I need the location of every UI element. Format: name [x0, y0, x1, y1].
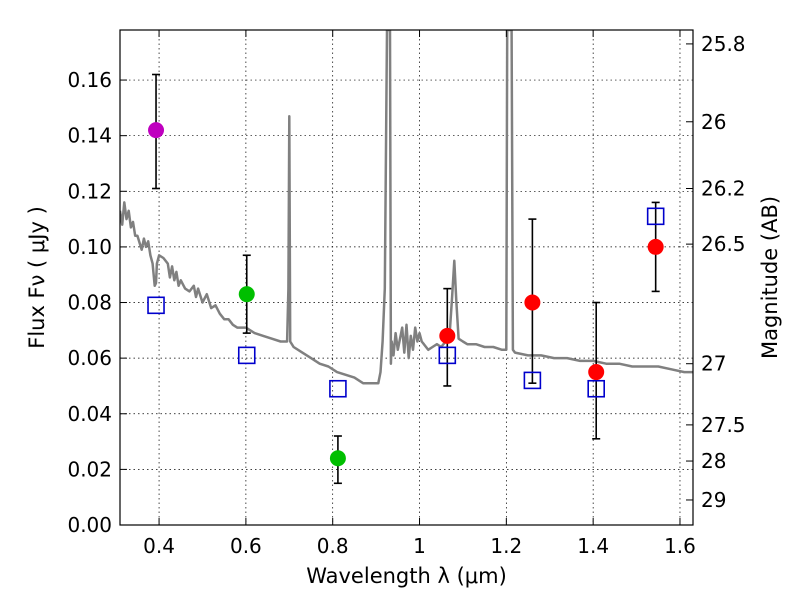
- model-spectrum-line: [120, 30, 693, 385]
- y-tick-label: 0.02: [67, 457, 112, 481]
- mag-tick-label: 25.8: [701, 32, 746, 56]
- grid-lines: [120, 30, 693, 526]
- y-tick-label: 0.14: [67, 124, 112, 148]
- right-y-axis-label: Magnitude (AB): [758, 196, 782, 359]
- y-tick-label: 0.06: [67, 346, 112, 370]
- axis-ticks: 0.4 0.6 0.8 1 1.2 1.4 1.6 0.00 0.02 0.04 0.06 0.08 0…: [67, 30, 746, 558]
- x-axis-label: Wavelength λ (μm): [306, 564, 507, 588]
- observed-flux-point: [647, 238, 664, 255]
- spectrum-layer: [120, 30, 693, 385]
- x-tick-label: 1.2: [490, 534, 522, 558]
- plot-frame: [119, 29, 694, 526]
- model-photometry-square: [646, 207, 665, 226]
- observed-flux-point: [329, 450, 346, 467]
- model-photometry-square: [523, 371, 542, 390]
- x-tick-label: 1: [413, 534, 426, 558]
- model-photometry-square: [438, 346, 457, 365]
- mag-tick-label: 26: [701, 110, 726, 134]
- mag-tick-label: 28: [701, 449, 726, 473]
- mag-tick-label: 26.2: [701, 177, 746, 201]
- y-tick-label: 0.08: [67, 291, 112, 315]
- y-tick-label: 0.00: [67, 513, 112, 537]
- mag-tick-label: 29: [701, 488, 726, 512]
- observed-flux-point: [238, 286, 255, 303]
- x-tick-label: 0.4: [143, 534, 175, 558]
- model-photometry-square: [237, 346, 256, 365]
- y-axis-label: Flux Fν ( μJy ): [25, 206, 49, 349]
- y-tick-label: 0.16: [67, 68, 112, 92]
- x-tick-label: 0.8: [317, 534, 349, 558]
- mag-tick-label: 27: [701, 352, 726, 376]
- x-tick-label: 0.6: [230, 534, 262, 558]
- y-tick-label: 0.04: [67, 402, 112, 426]
- model-photometry-square: [329, 379, 347, 398]
- model-photometry-square: [147, 296, 165, 315]
- y-tick-label: 0.10: [67, 235, 112, 259]
- mag-tick-label: 27.5: [701, 413, 746, 437]
- model-photometry-square: [587, 379, 605, 398]
- observed-flux-point: [148, 122, 165, 139]
- data-point-layer: [147, 122, 665, 467]
- observed-flux-point: [524, 294, 541, 311]
- x-tick-label: 1.4: [577, 534, 609, 558]
- x-tick-label: 1.6: [664, 534, 696, 558]
- mag-tick-label: 26.5: [701, 232, 746, 256]
- y-tick-label: 0.12: [67, 179, 112, 203]
- observed-flux-point: [588, 364, 605, 381]
- observed-flux-point: [439, 327, 456, 344]
